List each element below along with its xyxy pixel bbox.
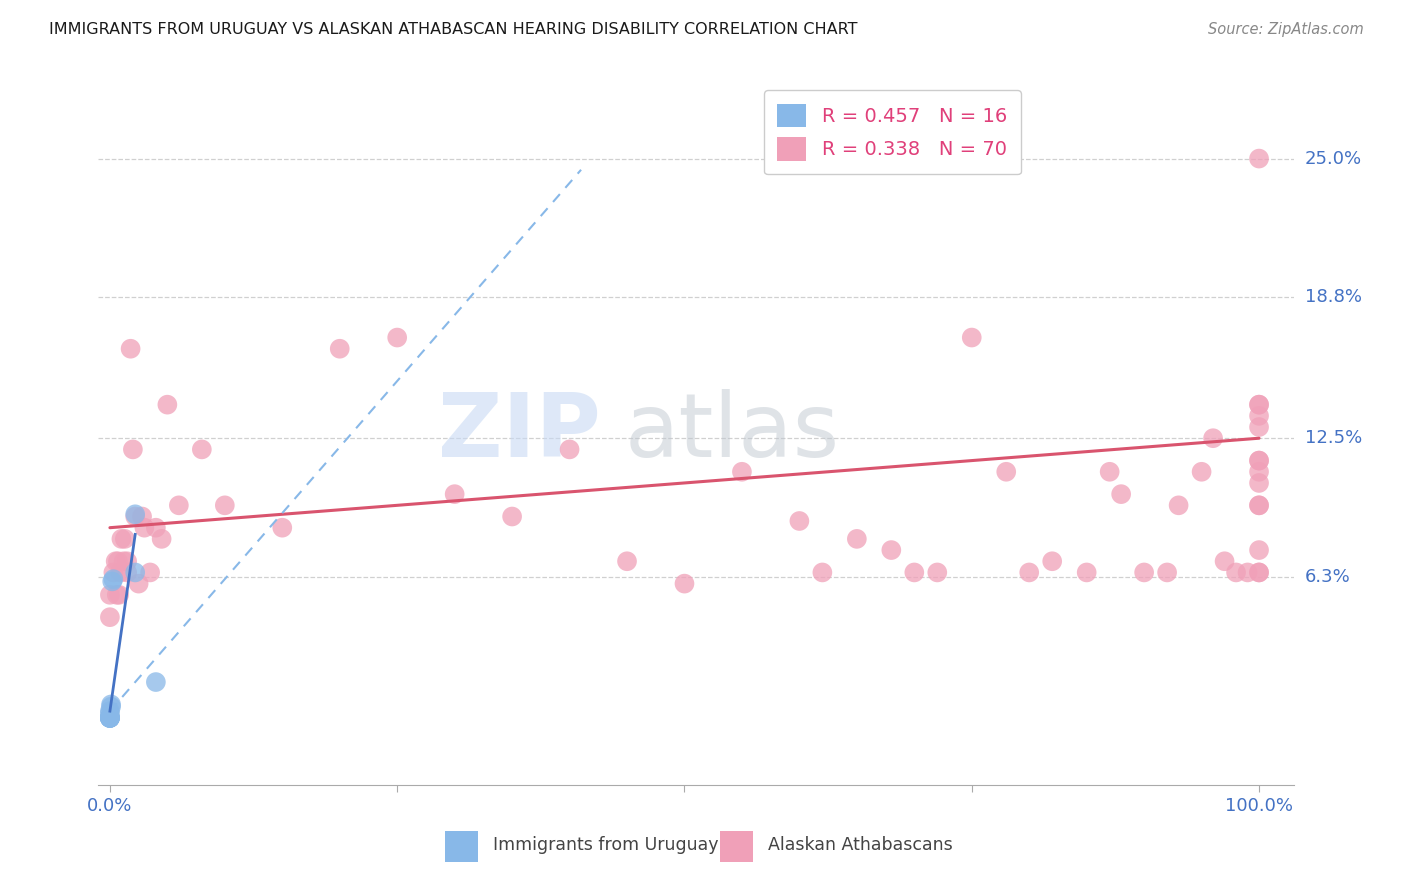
Point (98, 711, 121, 725)
Text: Immigrants from Uruguay: Immigrants from Uruguay (494, 836, 718, 854)
Point (114, 532, 136, 546)
Point (105, 588, 128, 602)
Point (98, 711, 121, 725)
Point (115, 566, 138, 580)
Point (98, 711, 121, 725)
Point (811, 566, 834, 580)
Point (1133, 566, 1156, 580)
Point (1225, 566, 1247, 580)
Point (1076, 566, 1098, 580)
Point (1018, 566, 1040, 580)
Point (98, 711, 121, 725)
Point (1247, 453, 1270, 467)
Point (1202, 431, 1225, 445)
Point (616, 554, 638, 568)
Point (673, 576, 696, 591)
Point (98, 610, 121, 624)
Point (100, 698, 122, 712)
Point (145, 521, 167, 535)
Point (100, 699, 122, 714)
Point (214, 499, 236, 513)
Point (1247, 475, 1270, 490)
Point (1247, 566, 1270, 580)
Point (112, 554, 135, 568)
Point (167, 499, 190, 513)
Point (1213, 554, 1236, 568)
Point (124, 566, 146, 580)
Point (1247, 398, 1270, 412)
Text: 25.0%: 25.0% (1305, 150, 1362, 168)
Point (1098, 465, 1121, 479)
Point (120, 342, 142, 356)
Text: Alaskan Athabascans: Alaskan Athabascans (768, 836, 952, 854)
Point (1247, 499, 1270, 513)
Point (110, 566, 132, 580)
Point (98, 711, 121, 725)
Point (122, 442, 145, 457)
Text: atlas: atlas (624, 389, 839, 476)
Text: 6.3%: 6.3% (1305, 568, 1350, 586)
Point (98, 588, 121, 602)
Point (1247, 152, 1270, 166)
Point (1247, 566, 1270, 580)
Point (1247, 453, 1270, 467)
Point (1236, 566, 1258, 580)
Point (98, 711, 121, 725)
Point (903, 566, 925, 580)
Point (1247, 420, 1270, 434)
Point (103, 572, 125, 586)
Point (329, 342, 352, 356)
Point (115, 554, 138, 568)
Point (101, 574, 124, 589)
Point (191, 442, 214, 457)
Point (271, 521, 294, 535)
Point (731, 465, 754, 479)
Point (150, 532, 173, 546)
Point (107, 554, 129, 568)
Point (1156, 566, 1178, 580)
Point (124, 509, 146, 524)
Point (558, 442, 581, 457)
Point (1247, 499, 1270, 513)
Point (501, 509, 523, 524)
Point (1109, 487, 1132, 501)
Legend: R = 0.457   N = 16, R = 0.338   N = 70: R = 0.457 N = 16, R = 0.338 N = 70 (763, 90, 1021, 175)
Point (1247, 543, 1270, 558)
FancyBboxPatch shape (720, 830, 754, 863)
Text: IMMIGRANTS FROM URUGUAY VS ALASKAN ATHABASCAN HEARING DISABILITY CORRELATION CHA: IMMIGRANTS FROM URUGUAY VS ALASKAN ATHAB… (49, 22, 858, 37)
Point (131, 509, 153, 524)
Point (145, 675, 167, 690)
Text: 18.8%: 18.8% (1305, 288, 1361, 306)
Point (385, 330, 409, 344)
FancyBboxPatch shape (446, 830, 478, 863)
Point (103, 566, 125, 580)
Point (128, 576, 150, 591)
Point (1247, 398, 1270, 412)
Point (104, 554, 127, 568)
Point (1191, 465, 1213, 479)
Text: 12.5%: 12.5% (1305, 429, 1362, 447)
Point (960, 330, 983, 344)
Point (110, 532, 132, 546)
Point (108, 588, 131, 602)
Point (1040, 554, 1063, 568)
Point (1167, 499, 1189, 513)
Point (139, 566, 162, 580)
Point (1247, 465, 1270, 479)
Point (927, 566, 949, 580)
Text: Source: ZipAtlas.com: Source: ZipAtlas.com (1208, 22, 1364, 37)
Point (134, 521, 156, 535)
Point (443, 487, 465, 501)
Point (845, 532, 868, 546)
Point (98, 704, 121, 718)
Point (789, 514, 811, 528)
Point (1247, 409, 1270, 423)
Point (880, 543, 903, 558)
Point (98, 706, 121, 721)
Point (124, 508, 146, 522)
Text: ZIP: ZIP (437, 389, 600, 476)
Point (156, 398, 179, 412)
Point (98, 711, 121, 725)
Point (995, 465, 1018, 479)
